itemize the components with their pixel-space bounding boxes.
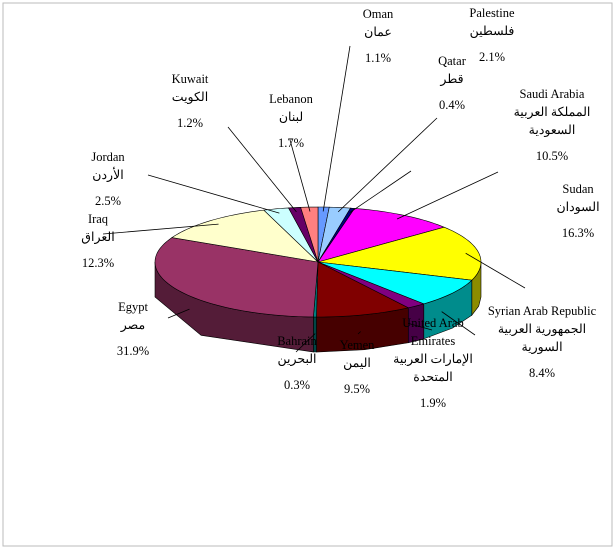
leader-line (337, 117, 438, 213)
leader-line (408, 323, 433, 331)
slice-label: Lebanon لبنان 1.7% (226, 90, 356, 152)
slice (171, 209, 319, 263)
category-label: Palestine (469, 6, 515, 20)
slice-label: Palestine فلسطين 2.1% (427, 4, 557, 66)
slice (317, 208, 446, 263)
value-label: 31.9% (116, 344, 150, 358)
category-label-ar: الكويت (171, 90, 209, 104)
slice-label: Iraq العراق 12.3% (33, 210, 163, 272)
category-label: Yemen (339, 338, 375, 352)
category-label: Qatar (438, 54, 466, 68)
category-label-ar: قطر (440, 72, 464, 86)
value-label: 0.3% (283, 378, 311, 392)
value-label: 10.5% (535, 149, 569, 163)
slice-label: Kuwait الكويت 1.2% (125, 70, 255, 132)
category-label: Oman (362, 7, 394, 21)
value-label: 1.7% (277, 136, 305, 150)
value-label: 1.1% (364, 51, 392, 65)
slice (154, 237, 319, 318)
category-label: Egypt (118, 300, 148, 314)
category-label: Iraq (87, 212, 109, 226)
slice-label: Saudi Arabia المملكة العربية السعودية 10.5… (497, 85, 607, 165)
category-label: Sudan (562, 182, 594, 196)
slice-label: Syrian Arab Republic الجمهورية العربية ال… (477, 302, 607, 382)
category-label-ar: الأردن (92, 168, 124, 182)
leader-line (147, 174, 280, 214)
value-label: 0.4% (438, 98, 466, 112)
leader-line (441, 311, 476, 336)
value-label: 1.2% (176, 116, 204, 130)
category-label-ar: فلسطين (469, 24, 515, 38)
slice (263, 207, 319, 263)
slice-label: Qatar قطر 0.4% (387, 52, 517, 114)
value-label: 16.3% (561, 226, 595, 240)
category-label-ar: عمان (364, 25, 392, 39)
category-label-ar: مصر (120, 318, 146, 332)
category-label-ar: السودان (556, 200, 600, 214)
category-label: United Arab Emirates (402, 316, 464, 348)
leader-line (227, 126, 297, 213)
value-label: 1.9% (419, 396, 447, 410)
value-label: 12.3% (81, 256, 115, 270)
leader-line (465, 252, 526, 289)
leader-line (357, 331, 361, 335)
leader-line (167, 308, 190, 319)
leader-line (102, 223, 219, 235)
leader-line (349, 170, 412, 213)
slice-label: Yemen اليمن 9.5% (292, 336, 422, 398)
category-label: Bahrain (277, 334, 317, 348)
category-label-ar: الجمهورية العربية السورية (497, 322, 587, 354)
slice-label: Bahrain البحرين 0.3% (232, 332, 362, 394)
category-label: Kuwait (171, 72, 209, 86)
category-label: Syrian Arab Republic (487, 304, 597, 318)
value-label: 2.5% (94, 194, 122, 208)
category-label-ar: الإمارات العربية المتحدة (393, 352, 473, 384)
slice-label: Oman عمان 1.1% (313, 5, 443, 67)
value-label: 8.4% (528, 366, 556, 380)
slice-label: Egypt مصر 31.9% (68, 298, 198, 360)
category-label: Jordan (91, 150, 125, 164)
value-label: 2.1% (478, 50, 506, 64)
slice-label: Sudan السودان 16.3% (513, 180, 616, 242)
slice-label: Jordan الأردن 2.5% (43, 148, 173, 210)
category-label-ar: العراق (81, 230, 115, 244)
slice (317, 261, 473, 305)
slice (300, 206, 319, 263)
category-label-ar: لبنان (278, 110, 304, 124)
category-label-ar: اليمن (343, 356, 371, 370)
leader-line (396, 171, 499, 220)
category-label-ar: البحرين (277, 352, 317, 366)
leader-line (322, 45, 351, 212)
slice (317, 226, 482, 281)
slice (316, 261, 410, 318)
leader-line (289, 139, 311, 212)
category-label-ar: المملكة العربية السعودية (513, 105, 591, 137)
category-label: Saudi Arabia (519, 87, 585, 101)
leader-line (295, 333, 316, 353)
slice-label: United Arab Emirates الإمارات العربية الم… (393, 314, 473, 412)
category-label: Lebanon (269, 92, 313, 106)
value-label: 9.5% (343, 382, 371, 396)
